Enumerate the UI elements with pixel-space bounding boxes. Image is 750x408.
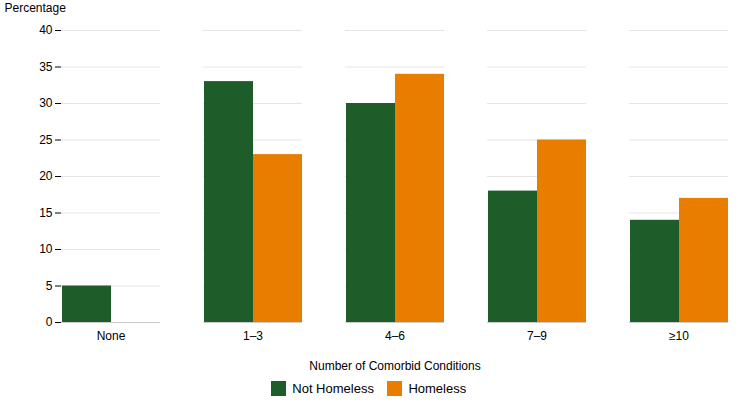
svg-text:0: 0 [46, 315, 53, 329]
svg-text:10: 10 [39, 242, 53, 256]
svg-text:Number of Comorbid Conditions: Number of Comorbid Conditions [309, 359, 480, 373]
svg-text:40: 40 [39, 23, 53, 37]
svg-text:4–6: 4–6 [385, 329, 405, 343]
svg-text:5: 5 [46, 279, 53, 293]
svg-text:None: None [97, 329, 126, 343]
svg-text:30: 30 [39, 96, 53, 110]
svg-text:35: 35 [39, 60, 53, 74]
svg-text:7–9: 7–9 [527, 329, 547, 343]
svg-text:15: 15 [39, 206, 53, 220]
svg-text:25: 25 [39, 133, 53, 147]
svg-text:Percentage: Percentage [5, 1, 67, 15]
svg-text:1–3: 1–3 [243, 329, 263, 343]
html-text:Homeless: Homeless [408, 381, 467, 396]
svg-text:≥10: ≥10 [669, 329, 689, 343]
html-text:Not Homeless: Not Homeless [292, 381, 374, 396]
svg-text:20: 20 [39, 169, 53, 183]
